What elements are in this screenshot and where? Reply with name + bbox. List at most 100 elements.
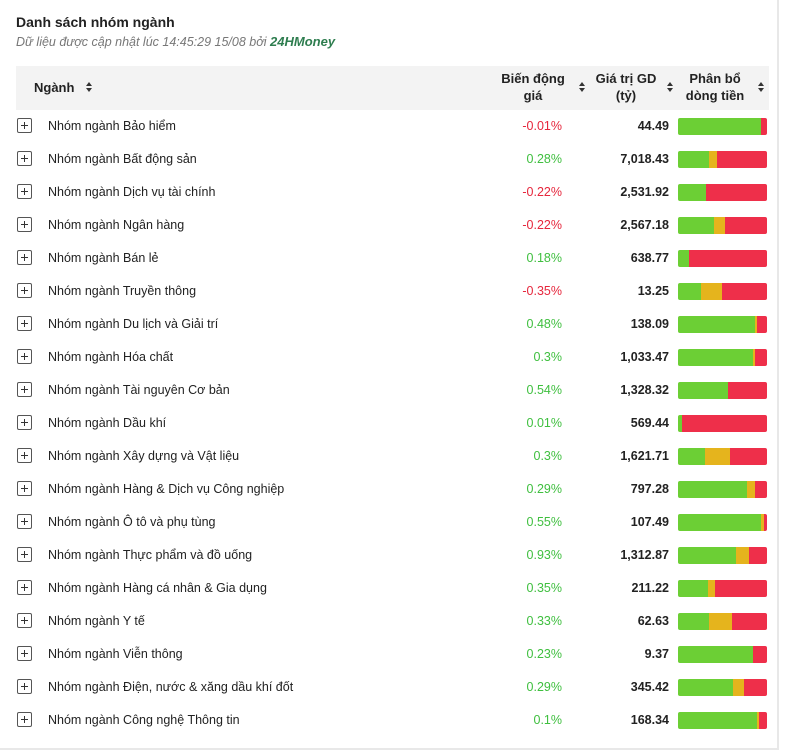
expand-plus-icon[interactable] bbox=[17, 481, 32, 496]
table-row[interactable]: Nhóm ngành Tài nguyên Cơ bản 0.54% 1,328.3… bbox=[16, 374, 769, 407]
flow-increase-segment bbox=[678, 382, 728, 399]
money-flow-bar[interactable] bbox=[678, 118, 767, 135]
money-flow-bar[interactable] bbox=[678, 283, 767, 300]
sector-name[interactable]: Nhóm ngành Thực phẩm và đồ uống bbox=[48, 548, 253, 562]
expand-plus-icon[interactable] bbox=[17, 613, 32, 628]
money-flow-bar[interactable] bbox=[678, 382, 767, 399]
sort-flow-icon[interactable] bbox=[758, 82, 764, 92]
money-flow-bar[interactable] bbox=[678, 448, 767, 465]
expand-plus-icon[interactable] bbox=[17, 547, 32, 562]
table-row[interactable]: Nhóm ngành Điện, nước & xăng dầu khí đốt… bbox=[16, 671, 769, 704]
table-row[interactable]: Nhóm ngành Hàng & Dịch vụ Công nghiệp 0.2… bbox=[16, 473, 769, 506]
flow-decrease-segment bbox=[764, 514, 767, 531]
sector-name[interactable]: Nhóm ngành Hàng cá nhân & Gia dụng bbox=[48, 581, 267, 595]
money-flow-bar[interactable] bbox=[678, 547, 767, 564]
sector-name[interactable]: Nhóm ngành Bán lẻ bbox=[48, 251, 159, 265]
sector-name[interactable]: Nhóm ngành Hóa chất bbox=[48, 350, 174, 364]
table-row[interactable]: Nhóm ngành Dầu khí 0.01% 569.44 bbox=[16, 407, 769, 440]
sector-name[interactable]: Nhóm ngành Ngân hàng bbox=[48, 218, 185, 232]
sort-sector-icon[interactable] bbox=[86, 82, 92, 92]
expand-plus-icon[interactable] bbox=[17, 580, 32, 595]
sector-name[interactable]: Nhóm ngành Xây dựng và Vật liệu bbox=[48, 449, 240, 463]
expand-plus-icon[interactable] bbox=[17, 349, 32, 364]
table-row[interactable]: Nhóm ngành Ngân hàng -0.22% 2,567.18 bbox=[16, 209, 769, 242]
sort-change-icon[interactable] bbox=[579, 82, 585, 92]
column-header-sector[interactable]: Ngành bbox=[34, 80, 75, 95]
flow-unchanged-segment bbox=[709, 151, 718, 168]
expand-plus-icon[interactable] bbox=[17, 415, 32, 430]
expand-plus-icon[interactable] bbox=[17, 382, 32, 397]
price-change: 0.3% bbox=[533, 350, 563, 364]
money-flow-bar[interactable] bbox=[678, 679, 767, 696]
expand-plus-icon[interactable] bbox=[17, 679, 32, 694]
flow-unchanged-segment bbox=[746, 481, 756, 498]
expand-plus-icon[interactable] bbox=[17, 514, 32, 529]
column-header-flow[interactable]: Phân bổ dòng tiền bbox=[685, 71, 745, 103]
money-flow-bar[interactable] bbox=[678, 514, 767, 531]
table-row[interactable]: Nhóm ngành Bán lẻ 0.18% 638.77 bbox=[16, 242, 769, 275]
table-row[interactable]: Nhóm ngành Truyền thông -0.35% 13.25 bbox=[16, 275, 769, 308]
expand-plus-icon[interactable] bbox=[17, 250, 32, 265]
sector-name[interactable]: Nhóm ngành Truyền thông bbox=[48, 284, 197, 298]
trade-value: 107.49 bbox=[630, 515, 669, 529]
money-flow-bar[interactable] bbox=[678, 481, 767, 498]
money-flow-bar[interactable] bbox=[678, 712, 767, 729]
table-row[interactable]: Nhóm ngành Công nghệ Thông tin 0.1% 168.34 bbox=[16, 704, 769, 737]
expand-plus-icon[interactable] bbox=[17, 217, 32, 232]
sort-value-icon[interactable] bbox=[667, 82, 673, 92]
sector-name[interactable]: Nhóm ngành Dịch vụ tài chính bbox=[48, 185, 216, 199]
flow-decrease-segment bbox=[743, 679, 767, 696]
update-info: Dữ liệu được cập nhật lúc 14:45:29 15/08… bbox=[16, 34, 335, 49]
column-header-change[interactable]: Biến động giá bbox=[501, 71, 565, 103]
table-row[interactable]: Nhóm ngành Viễn thông 0.23% 9.37 bbox=[16, 638, 769, 671]
sector-name[interactable]: Nhóm ngành Tài nguyên Cơ bản bbox=[48, 383, 230, 397]
sector-name[interactable]: Nhóm ngành Y tế bbox=[48, 614, 145, 628]
expand-plus-icon[interactable] bbox=[17, 712, 32, 727]
flow-decrease-segment bbox=[752, 646, 767, 663]
flow-unchanged-segment bbox=[708, 580, 716, 597]
sector-name[interactable]: Nhóm ngành Dầu khí bbox=[48, 416, 167, 430]
sector-name[interactable]: Nhóm ngành Ô tô và phụ tùng bbox=[48, 515, 216, 529]
money-flow-bar[interactable] bbox=[678, 250, 767, 267]
money-flow-bar[interactable] bbox=[678, 415, 767, 432]
expand-plus-icon[interactable] bbox=[17, 448, 32, 463]
update-text: Dữ liệu được cập nhật lúc 14:45:29 15/08… bbox=[16, 35, 267, 49]
money-flow-bar[interactable] bbox=[678, 151, 767, 168]
sector-name[interactable]: Nhóm ngành Điện, nước & xăng dầu khí đốt bbox=[48, 680, 294, 694]
money-flow-bar[interactable] bbox=[678, 217, 767, 234]
sector-name[interactable]: Nhóm ngành Hàng & Dịch vụ Công nghiệp bbox=[48, 482, 285, 496]
column-header-value[interactable]: Giá trị GD (tỷ) bbox=[595, 71, 657, 103]
flow-increase-segment bbox=[678, 580, 709, 597]
table-row[interactable]: Nhóm ngành Ô tô và phụ tùng 0.55% 107.49 bbox=[16, 506, 769, 539]
table-row[interactable]: Nhóm ngành Y tế 0.33% 62.63 bbox=[16, 605, 769, 638]
table-row[interactable]: Nhóm ngành Bảo hiểm -0.01% 44.49 bbox=[16, 110, 769, 143]
table-row[interactable]: Nhóm ngành Thực phẩm và đồ uống 0.93% 1,31… bbox=[16, 539, 769, 572]
expand-plus-icon[interactable] bbox=[17, 646, 32, 661]
money-flow-bar[interactable] bbox=[678, 316, 767, 333]
expand-plus-icon[interactable] bbox=[17, 118, 32, 133]
expand-plus-icon[interactable] bbox=[17, 283, 32, 298]
money-flow-bar[interactable] bbox=[678, 580, 767, 597]
table-row[interactable]: Nhóm ngành Bất động sản 0.28% 7,018.43 bbox=[16, 143, 769, 176]
sector-name[interactable]: Nhóm ngành Bảo hiểm bbox=[48, 119, 176, 133]
sector-name[interactable]: Nhóm ngành Du lịch và Giải trí bbox=[48, 317, 219, 331]
money-flow-bar[interactable] bbox=[678, 646, 767, 663]
sector-name[interactable]: Nhóm ngành Công nghệ Thông tin bbox=[48, 713, 240, 727]
money-flow-bar[interactable] bbox=[678, 613, 767, 630]
expand-plus-icon[interactable] bbox=[17, 316, 32, 331]
table-row[interactable]: Nhóm ngành Xây dựng và Vật liệu 0.3% 1,621… bbox=[16, 440, 769, 473]
sector-name[interactable]: Nhóm ngành Bất động sản bbox=[48, 152, 197, 166]
table-row[interactable]: Nhóm ngành Hàng cá nhân & Gia dụng 0.35% 2… bbox=[16, 572, 769, 605]
money-flow-bar[interactable] bbox=[678, 349, 767, 366]
table-row[interactable]: Nhóm ngành Du lịch và Giải trí 0.48% 138.0… bbox=[16, 308, 769, 341]
expand-plus-icon[interactable] bbox=[17, 184, 32, 199]
brand-link[interactable]: 24HMoney bbox=[270, 34, 336, 49]
expand-plus-icon[interactable] bbox=[17, 151, 32, 166]
table-row[interactable]: Nhóm ngành Hóa chất 0.3% 1,033.47 bbox=[16, 341, 769, 374]
flow-increase-segment bbox=[678, 118, 761, 135]
price-change: 0.33% bbox=[526, 614, 562, 628]
sector-name[interactable]: Nhóm ngành Viễn thông bbox=[48, 647, 183, 661]
table-row[interactable]: Nhóm ngành Dịch vụ tài chính -0.22% 2,531.… bbox=[16, 176, 769, 209]
money-flow-bar[interactable] bbox=[678, 184, 767, 201]
